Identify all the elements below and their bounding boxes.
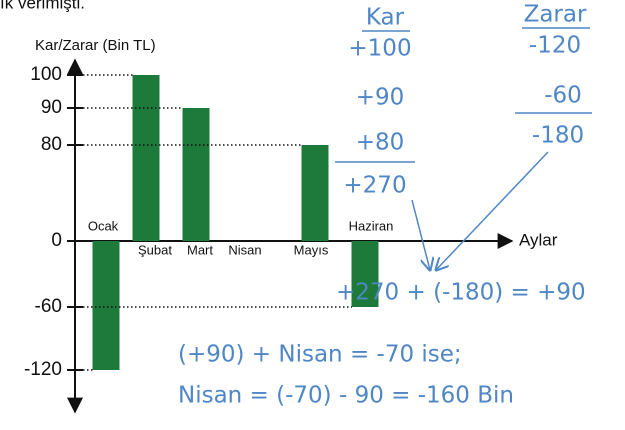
zarar-item: -60 [544, 83, 582, 109]
y-tick-label: 90 [41, 97, 62, 118]
y-tick-label: -60 [35, 296, 62, 317]
kar-header: Kar [366, 5, 405, 31]
sum-equation: +270 + (-180) = +90 [336, 280, 586, 306]
x-tick-label: Şubat [138, 242, 172, 257]
bar [351, 241, 379, 307]
y-tick-label: -120 [24, 359, 62, 380]
equation-line: Nisan = (-70) - 90 = -160 Bin [178, 383, 514, 409]
bar [301, 145, 329, 241]
arrow [411, 199, 430, 270]
y-tick-label: 80 [41, 134, 62, 155]
kar-item: +100 [348, 36, 411, 62]
zarar-item: -120 [529, 33, 581, 59]
label-bg [79, 218, 127, 236]
x-tick-label: Ocak [88, 218, 119, 233]
x-tick-label: Haziran [349, 218, 394, 233]
y-axis-label: Kar/Zarar (Bin TL) [35, 37, 156, 54]
zarar-header: Zarar [524, 2, 587, 28]
label-bg [347, 218, 395, 236]
zarar-total: -180 [532, 123, 584, 149]
bar [182, 108, 210, 241]
kar-item: +80 [356, 130, 405, 156]
bar [132, 75, 160, 241]
bar [92, 241, 120, 370]
kar-item: +90 [356, 85, 405, 111]
x-tick-label: Mart [187, 242, 213, 257]
y-tick-label: 100 [30, 64, 62, 85]
top-text: ık verimişti. [0, 0, 85, 12]
kar-total: +270 [343, 173, 406, 199]
arrow [436, 151, 549, 270]
x-axis-label: Aylar [519, 230, 558, 249]
y-tick-label: 0 [51, 230, 62, 251]
x-tick-label: Mayıs [294, 242, 329, 257]
x-tick-label: Nisan [228, 242, 261, 257]
equation-line: (+90) + Nisan = -70 ise; [178, 342, 462, 368]
